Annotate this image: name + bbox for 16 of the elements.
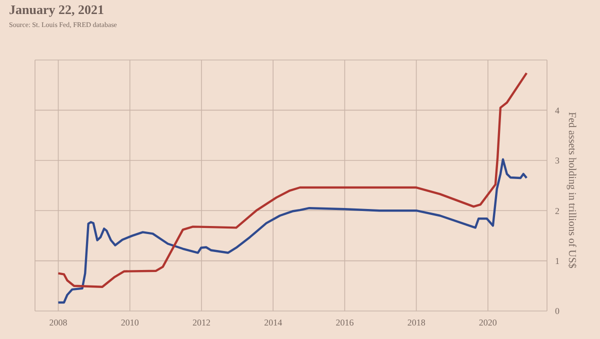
y-tick-label: 4 — [555, 105, 560, 116]
y-tick-label: 1 — [555, 256, 560, 266]
y-tick-label: 0 — [555, 306, 560, 316]
x-tick-label: 2016 — [336, 317, 354, 328]
x-tick-label: 2012 — [192, 317, 210, 328]
line-series — [57, 158, 528, 304]
x-tick-label: 2014 — [264, 317, 283, 328]
y-tick-label: 3 — [555, 156, 560, 166]
y-axis-title: Fed assets holding in trillions of US$ — [566, 112, 577, 268]
x-tick-label: 2010 — [120, 317, 140, 328]
x-tick-label: 2020 — [478, 317, 498, 328]
chart-title: January 22, 2021 — [9, 2, 104, 18]
x-tick-label: 2008 — [49, 317, 68, 328]
line-series — [57, 72, 528, 288]
y-tick-label: 2 — [555, 206, 560, 216]
x-tick-label: 2018 — [407, 317, 426, 328]
